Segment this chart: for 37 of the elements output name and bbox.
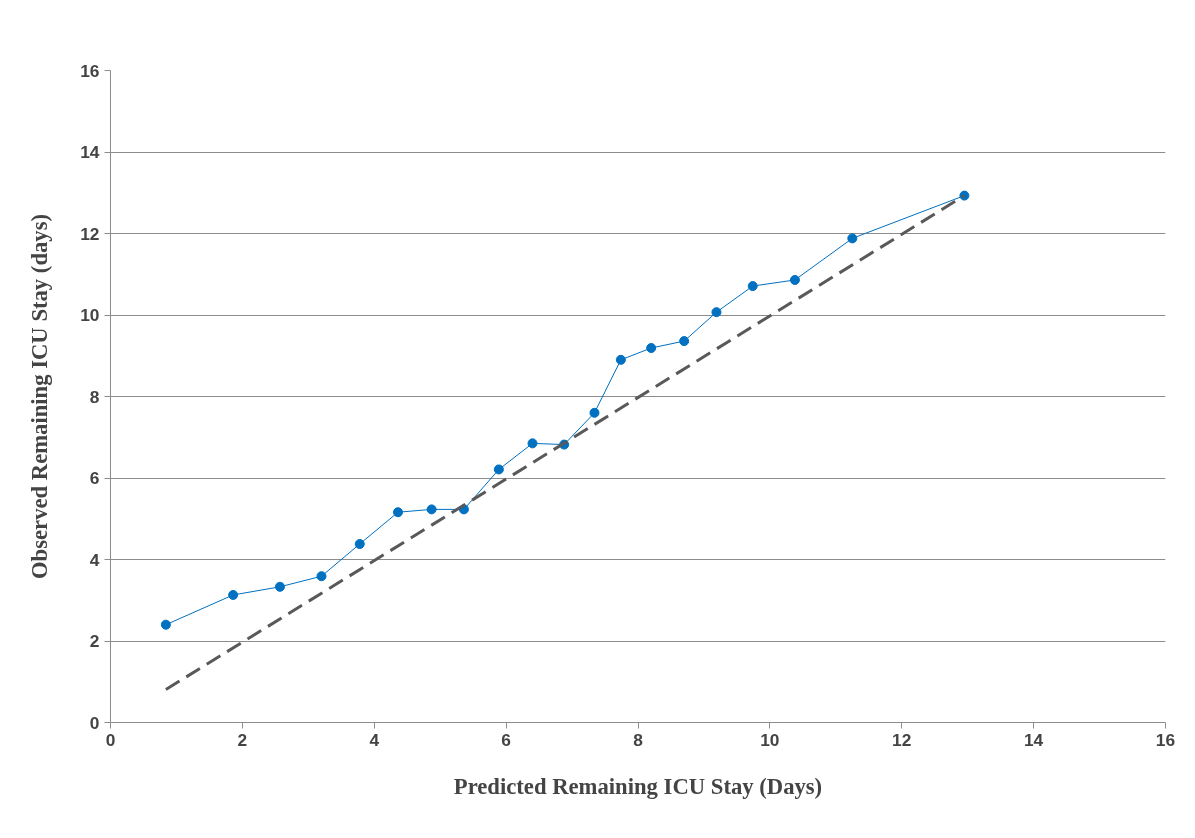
y-tick-label: 2: [89, 631, 100, 651]
x-tick-label: 14: [1023, 729, 1044, 750]
x-axis-title: Predicted Remaining ICU Stay (Days): [453, 773, 823, 799]
x-tick-label: 0: [105, 729, 116, 750]
point: [493, 464, 504, 475]
point: [615, 354, 626, 365]
point: [392, 507, 403, 518]
point: [160, 619, 171, 630]
x-tick-label: 8: [633, 729, 644, 750]
x-tick-label: 2: [237, 729, 248, 750]
x-tick-label: 16: [1155, 729, 1176, 750]
point: [711, 307, 722, 318]
point: [426, 504, 437, 515]
y-tick-label: 10: [80, 305, 100, 325]
point: [316, 571, 327, 582]
y-axis-title: Observed Remaining ICU Stay (days): [27, 213, 53, 580]
y-tick-label: 12: [80, 223, 100, 244]
y-tick-label: 6: [89, 468, 100, 488]
y-tick-label: 16: [80, 60, 100, 81]
x-tick-label: 6: [501, 729, 512, 750]
point: [646, 343, 657, 353]
point: [789, 274, 800, 285]
x-tick-label: 12: [892, 729, 912, 750]
y-tick-label: 8: [89, 386, 100, 407]
point: [589, 407, 600, 418]
y-tick-label: 4: [89, 549, 100, 570]
x-tick-label: 4: [369, 729, 380, 750]
x-tick-label: 10: [760, 729, 780, 750]
point: [228, 589, 239, 600]
point: [274, 581, 285, 592]
point: [679, 336, 690, 347]
point: [747, 281, 758, 292]
y-tick-label: 14: [80, 142, 100, 162]
point: [527, 438, 538, 449]
point: [354, 539, 365, 550]
y-tick-label: 0: [89, 712, 100, 733]
point: [847, 233, 858, 244]
